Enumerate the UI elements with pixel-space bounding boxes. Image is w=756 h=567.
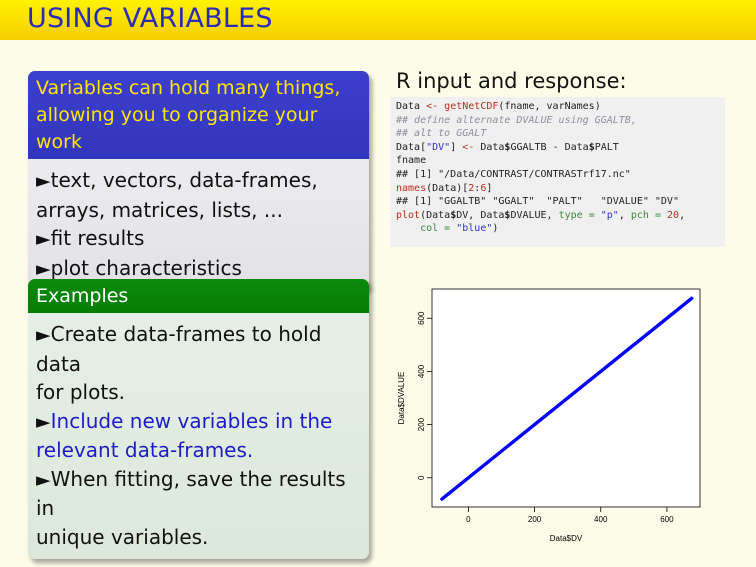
code-token: DV, Data bbox=[456, 209, 505, 221]
code-token: (Data bbox=[420, 209, 451, 221]
code-line-6: ## [1] "/Data/CONTRAST/CONTRASTrf17.nc" bbox=[396, 168, 631, 180]
code-token: type = bbox=[558, 209, 595, 221]
list-item: ►Create data-frames to hold data bbox=[36, 320, 363, 378]
code-token: ] bbox=[486, 182, 493, 194]
list-item: ►Include new variables in the bbox=[36, 407, 363, 437]
examples-block: Examples ►Create data-frames to hold dat… bbox=[28, 279, 369, 559]
header-line-1: Variables can hold many things, bbox=[36, 77, 341, 99]
data-series bbox=[440, 296, 694, 501]
code-line-9: plot(Data$DV, Data$DVALUE, type = "p", p… bbox=[396, 210, 685, 221]
list-item-text: fit results bbox=[50, 226, 145, 250]
code-token: Data bbox=[474, 141, 505, 153]
list-item: ►When fitting, save the results in bbox=[36, 465, 363, 523]
list-item-text-highlighted: Include new variables in the bbox=[50, 408, 333, 433]
y-tick-label: 200 bbox=[417, 417, 426, 431]
list-item-text: text, vectors, data-frames, bbox=[50, 168, 318, 192]
r-code-block: Data <- getNetCDF(fname, varNames) ## de… bbox=[390, 97, 725, 247]
code-token: , bbox=[679, 209, 686, 221]
code-token: : bbox=[474, 182, 481, 194]
variables-block-body: ►text, vectors, data-frames, arrays, mat… bbox=[28, 159, 369, 291]
list-item-text: Create data-frames to hold data bbox=[36, 322, 322, 376]
code-token: ) bbox=[492, 223, 499, 235]
list-item-continuation-highlighted: relevant data-frames. bbox=[36, 438, 254, 462]
code-token bbox=[396, 223, 420, 234]
code-token: <- bbox=[462, 141, 475, 153]
code-line-3: ## alt to GGALT bbox=[396, 128, 487, 140]
code-token: ] bbox=[450, 141, 463, 153]
y-axis: 0 200 400 600 bbox=[417, 311, 432, 480]
code-token: Data[ bbox=[396, 141, 427, 153]
x-axis-label: Data$DV bbox=[550, 534, 583, 543]
code-token: 2 bbox=[468, 182, 475, 194]
code-token: , bbox=[618, 209, 631, 221]
y-axis-label: Data$DVALUE bbox=[397, 372, 406, 425]
code-token: "p" bbox=[600, 209, 619, 221]
header-line-2: allowing you to organize your work bbox=[36, 104, 318, 153]
code-line-8: ## [1] "GGALTB" "GGALT" "PALT" "DVALUE" … bbox=[396, 196, 679, 208]
code-token: (fname, varNames) bbox=[498, 101, 601, 112]
code-token: getNetCDF bbox=[438, 101, 499, 112]
code-token: "blue" bbox=[456, 223, 493, 235]
x-tick-label: 0 bbox=[466, 515, 471, 524]
list-item-text: When fitting, save the results in bbox=[36, 466, 346, 521]
series-points bbox=[440, 296, 694, 501]
x-axis: 0 200 400 600 bbox=[466, 507, 674, 524]
x-tick-label: 200 bbox=[528, 515, 542, 524]
triangle-bullet-icon: ► bbox=[36, 324, 51, 346]
variables-block-header: Variables can hold many things, allowing… bbox=[28, 71, 369, 159]
triangle-bullet-icon: ► bbox=[36, 170, 51, 192]
code-token: DVALUE, bbox=[510, 209, 559, 221]
y-tick-label: 600 bbox=[417, 311, 426, 325]
list-item-text: plot characteristics bbox=[50, 255, 242, 280]
code-token: 20 bbox=[667, 209, 680, 221]
x-tick-label: 600 bbox=[660, 515, 674, 524]
code-token: PALT bbox=[594, 141, 619, 153]
code-token: $ bbox=[588, 141, 595, 153]
slide-title: USING VARIABLES bbox=[27, 3, 273, 34]
code-token: <- bbox=[426, 101, 439, 112]
triangle-bullet-icon: ► bbox=[36, 228, 51, 250]
code-token: $ bbox=[504, 141, 511, 153]
code-token: names bbox=[396, 182, 427, 194]
code-line-10: col = "blue") bbox=[396, 223, 498, 234]
r-section-title: R input and response: bbox=[396, 69, 627, 93]
list-item-continuation: arrays, matrices, lists, ... bbox=[36, 197, 283, 222]
code-line-4: Data["DV"] <- Data$GGALTB - Data$PALT bbox=[396, 142, 619, 153]
code-line-2: ## define alternate DVALUE using GGALTB, bbox=[396, 114, 637, 126]
list-item: ►text, vectors, data-frames, bbox=[36, 166, 363, 196]
title-bar: USING VARIABLES bbox=[0, 0, 756, 40]
code-token: 6 bbox=[480, 182, 487, 194]
code-token: GGALTB - Data bbox=[510, 141, 589, 153]
code-token: $ bbox=[504, 209, 511, 221]
triangle-bullet-icon: ► bbox=[36, 257, 51, 280]
triangle-bullet-icon: ► bbox=[36, 468, 51, 491]
variables-block: Variables can hold many things, allowing… bbox=[28, 71, 369, 291]
code-token: plot bbox=[396, 209, 421, 221]
list-item-continuation: unique variables. bbox=[36, 524, 209, 549]
x-tick-label: 400 bbox=[594, 515, 608, 524]
code-line-7: names(Data)[2:6] bbox=[396, 183, 492, 194]
scatter-plot: 0 200 400 600 0 200 400 600 Data$DV Data$DVALU… bbox=[397, 288, 701, 543]
list-item-continuation: for plots. bbox=[36, 380, 125, 404]
code-line-5: fname bbox=[396, 155, 427, 167]
list-item: ►fit results bbox=[36, 224, 363, 254]
code-token: "DV" bbox=[426, 141, 451, 153]
y-tick-label: 400 bbox=[417, 364, 426, 378]
examples-block-header: Examples bbox=[28, 279, 369, 313]
code-token: $ bbox=[450, 209, 457, 221]
examples-block-body: ►Create data-frames to hold data for plo… bbox=[28, 313, 369, 559]
code-token: pch = bbox=[630, 209, 661, 221]
triangle-bullet-icon: ► bbox=[36, 410, 51, 433]
list-item: ►plot characteristics bbox=[36, 254, 363, 284]
y-tick-label: 0 bbox=[417, 475, 426, 480]
code-token: (Data)[ bbox=[426, 182, 469, 194]
code-line-1: Data <- getNetCDF(fname, varNames) bbox=[396, 101, 601, 112]
code-token: Data bbox=[396, 101, 427, 112]
code-token: col = bbox=[420, 223, 451, 235]
